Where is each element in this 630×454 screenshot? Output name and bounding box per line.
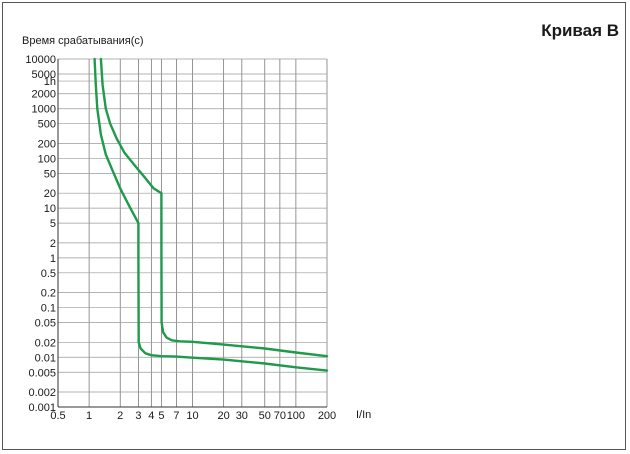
y-tick-label-5: 500 — [38, 119, 56, 131]
y-tick-label-21: 0.002 — [28, 387, 56, 399]
y-tick-label-22: 0.001 — [28, 402, 56, 414]
y-tick-label-11: 5 — [50, 218, 56, 230]
trip-curve-0 — [93, 57, 329, 372]
y-tick-label-7: 100 — [38, 153, 56, 165]
y-tick-label-12: 2 — [50, 238, 56, 250]
grid — [58, 58, 328, 408]
y-tick-label-18: 0.02 — [35, 337, 56, 349]
x-tick-label-4: 4 — [148, 410, 154, 422]
y-tick-label-19: 0.01 — [35, 352, 56, 364]
y-tick-label-13: 1 — [50, 253, 56, 265]
y-tick-label-14: 0.5 — [41, 268, 56, 280]
y-tick-label-1: 5000 — [32, 69, 56, 81]
y-tick-label-8: 50 — [44, 168, 56, 180]
x-tick-labels: 0.5 1 2 3 4 5 7 10 20 30 50 70 100 200 — [50, 410, 336, 422]
y-tick-label-0: 10000 — [25, 54, 56, 66]
axes — [57, 59, 327, 408]
x-tick-label-3: 3 — [135, 410, 141, 422]
x-tick-label-2: 2 — [117, 410, 123, 422]
x-tick-label-1: 1 — [86, 410, 92, 422]
x-tick-label-6: 7 — [173, 410, 179, 422]
x-tick-label-10: 50 — [259, 410, 271, 422]
x-tick-label-9: 30 — [236, 410, 248, 422]
y-tick-label-10: 10 — [44, 203, 56, 215]
y-tick-label-3: 2000 — [32, 89, 56, 101]
x-tick-label-8: 20 — [217, 410, 229, 422]
y-tick-label-16: 0.1 — [41, 303, 56, 315]
x-tick-label-11: 70 — [274, 410, 286, 422]
y-axis-label: Время срабатывания(с) — [22, 35, 144, 47]
y-tick-label-9: 20 — [44, 188, 56, 200]
chart-title: Кривая B — [541, 21, 619, 40]
y-tick-label-2: 1h — [44, 76, 56, 88]
trip-curve-1 — [99, 57, 329, 358]
x-tick-label-12: 100 — [287, 410, 305, 422]
y-tick-label-4: 1000 — [32, 104, 56, 116]
y-tick-label-6: 200 — [38, 138, 56, 150]
y-tick-label-15: 0.2 — [41, 288, 56, 300]
x-axis-label: I/In — [356, 409, 371, 421]
x-tick-label-7: 10 — [186, 410, 198, 422]
x-tick-label-0: 0.5 — [50, 410, 65, 422]
curves — [93, 57, 329, 372]
y-tick-label-17: 0.05 — [35, 318, 56, 330]
chart-frame: Кривая B — [2, 2, 626, 450]
x-tick-label-5: 5 — [158, 410, 164, 422]
x-tick-label-13: 200 — [318, 410, 336, 422]
y-tick-label-20: 0.005 — [28, 367, 56, 379]
